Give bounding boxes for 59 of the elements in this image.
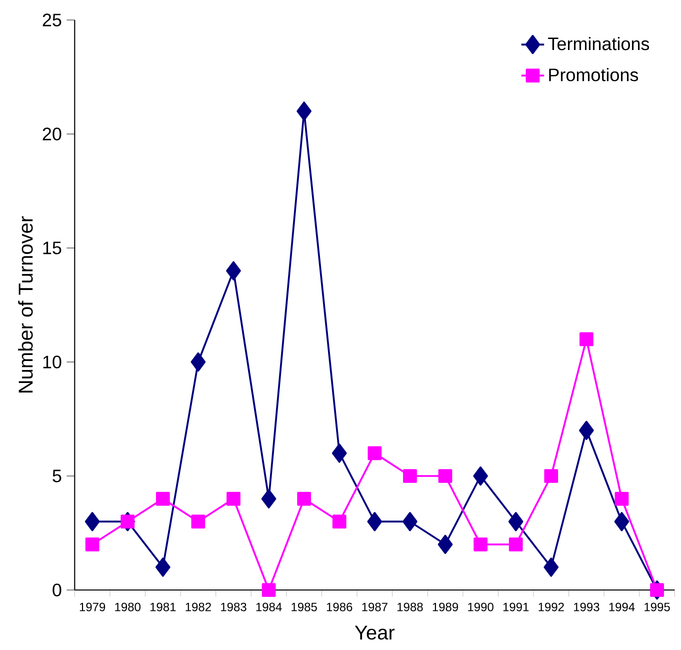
point [544, 469, 558, 483]
point [614, 492, 629, 506]
x-tick-label: 1984 [256, 602, 282, 612]
point [438, 469, 452, 483]
x-tick-label: 1993 [574, 602, 600, 612]
y-tick-label: 15 [43, 242, 62, 254]
x-tick-label: 1983 [221, 602, 246, 612]
point [438, 534, 453, 554]
point [508, 512, 524, 532]
point [614, 512, 630, 532]
x-tick-label: 1980 [115, 602, 140, 612]
point [84, 512, 100, 532]
point [226, 261, 241, 280]
point [226, 492, 240, 506]
x-tick-label: 1988 [398, 602, 423, 612]
y-tick-label: 5 [52, 470, 62, 482]
point [262, 583, 276, 597]
point [403, 469, 417, 483]
y-tick-label: 10 [43, 356, 62, 368]
point [297, 492, 312, 506]
y-axis-title: Number of Turnover [18, 216, 33, 392]
x-tick-label: 1995 [644, 602, 670, 612]
x-tick-label: 1987 [362, 602, 388, 612]
point [85, 537, 100, 552]
point [191, 514, 206, 529]
point [579, 420, 594, 440]
point [508, 537, 523, 552]
point [580, 332, 594, 346]
y-tick-label: 25 [42, 14, 62, 26]
point [368, 446, 382, 460]
y-tick-label: 20 [42, 128, 62, 140]
point [332, 514, 346, 529]
point [332, 444, 347, 463]
point [261, 489, 276, 508]
point [367, 512, 382, 532]
point [156, 492, 170, 506]
x-tick-label: 1989 [432, 602, 458, 612]
x-tick-label: 1986 [326, 602, 352, 612]
x-tick-label: 1994 [609, 602, 635, 612]
x-tick-label: 1990 [468, 602, 494, 612]
x-tick-label: 1981 [150, 602, 176, 612]
x-tick-label: 1982 [186, 602, 211, 612]
legend-label: Terminations [548, 36, 650, 50]
x-tick-label: 1992 [538, 602, 564, 612]
point [402, 512, 418, 532]
point [474, 537, 488, 552]
point [120, 514, 135, 529]
x-tick-label: 1979 [80, 602, 106, 612]
legend-label: Promotions [549, 68, 638, 82]
point [544, 558, 559, 577]
point [296, 102, 312, 121]
x-axis-title: Year [354, 626, 395, 640]
point [473, 466, 488, 486]
x-tick-label: 1991 [503, 602, 529, 612]
point [650, 583, 664, 597]
point [155, 558, 170, 577]
y-tick-label: 0 [52, 584, 62, 596]
x-tick-label: 1985 [292, 602, 317, 612]
point [190, 352, 206, 372]
